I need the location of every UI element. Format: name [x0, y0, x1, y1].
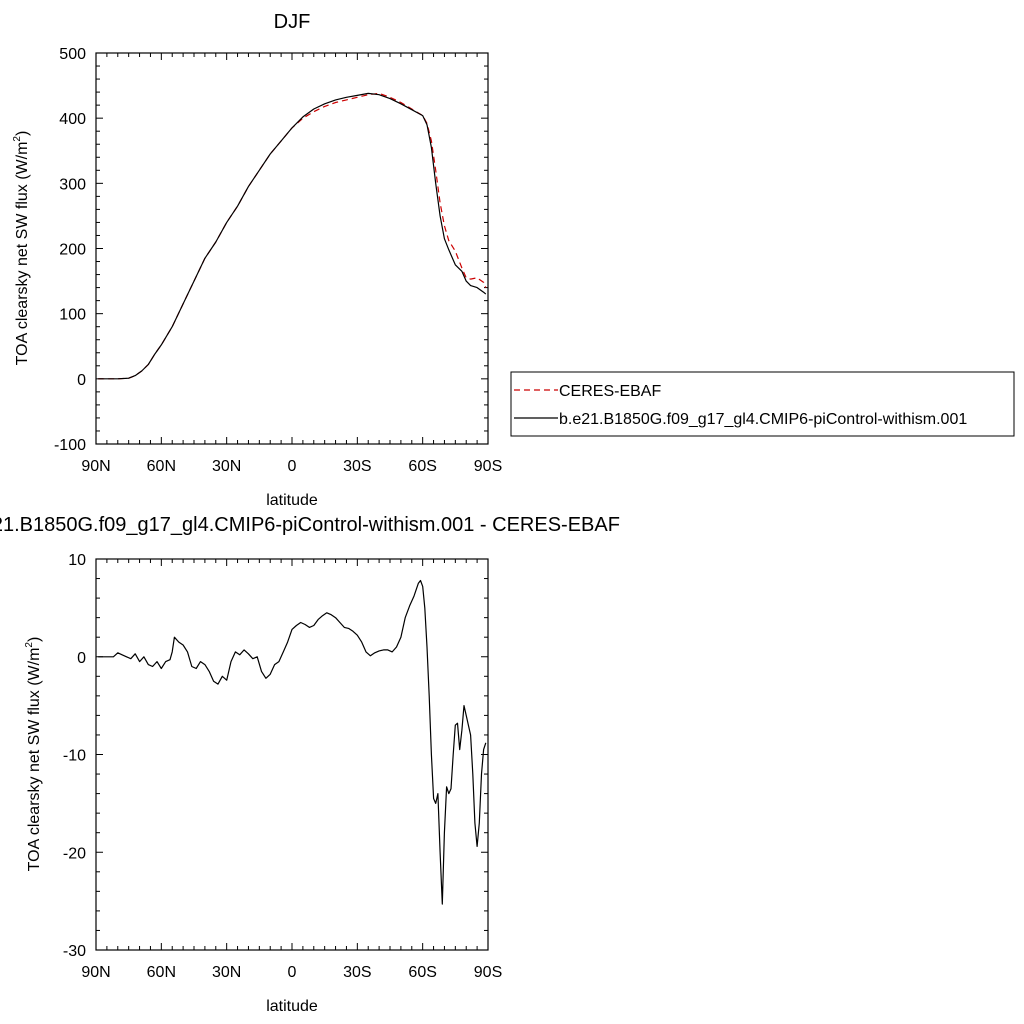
top-series-group: [98, 92, 487, 380]
top-x-tick-label: 90N: [81, 458, 110, 475]
legend-box: [510, 371, 1015, 437]
top-y-tick-label: 100: [59, 307, 86, 324]
bottom-y-label-tail: ): [26, 637, 43, 642]
legend-label-model: b.e21.B1850G.f09_g17_gl4.CMIP6-piControl…: [559, 411, 967, 428]
top-axis-ticks: 90N 60N 30N 0 30S 60S 90S -100 0 100 200 300 400 500: [54, 46, 502, 475]
bottom-y-tick-label: -10: [63, 748, 86, 765]
bottom-y-label-sup: 2: [24, 642, 35, 648]
top-y-tick-label: 400: [59, 111, 86, 128]
top-plot-frame: [95, 52, 489, 445]
top-legend: CERES-EBAF b.e21.B1850G.f09_g17_gl4.CMIP…: [510, 371, 1015, 437]
bottom-x-tick-label: 90N: [81, 964, 110, 981]
bottom-chart-title: b.e21.B1850G.f09_g17_gl4.CMIP6-piControl…: [0, 514, 620, 536]
bottom-series-group: [98, 579, 487, 905]
bottom-x-tick-label: 90S: [474, 964, 502, 981]
bottom-y-tick-label: -20: [63, 845, 86, 862]
bottom-y-tick-label: 0: [77, 650, 86, 667]
bottom-y-label-main: TOA clearsky net SW flux (W/m: [26, 648, 43, 872]
top-x-tick-label: 30S: [343, 458, 371, 475]
top-series-line-0: [98, 92, 487, 380]
top-panel: DJF 90N 60N 30N 0 30S 60S 90S -100 0 100 200 300 400…: [12, 11, 502, 509]
top-x-tick-label: 90S: [474, 458, 502, 475]
top-y-tick-label: 200: [59, 242, 86, 259]
top-x-tick-label: 60S: [408, 458, 436, 475]
top-y-tick-label: 0: [77, 372, 86, 389]
bottom-x-tick-label: 0: [288, 964, 297, 981]
top-x-tick-label: 0: [288, 458, 297, 475]
bottom-x-tick-label: 30N: [212, 964, 241, 981]
top-y-axis-label: TOA clearsky net SW flux (W/m2): [12, 131, 31, 366]
top-y-tick-label: 500: [59, 46, 86, 63]
top-y-label-main: TOA clearsky net SW flux (W/m: [14, 142, 31, 366]
top-x-axis-label: latitude: [266, 492, 318, 509]
bottom-panel: b.e21.B1850G.f09_g17_gl4.CMIP6-piControl…: [0, 514, 620, 1015]
bottom-x-tick-label: 30S: [343, 964, 371, 981]
bottom-x-tick-label: 60S: [408, 964, 436, 981]
bottom-x-tick-label: 60N: [147, 964, 176, 981]
top-x-tick-label: 60N: [147, 458, 176, 475]
top-y-label-sup: 2: [12, 136, 23, 142]
top-x-tick-label: 30N: [212, 458, 241, 475]
top-y-tick-label: -100: [54, 437, 86, 454]
bottom-series-line-0: [98, 579, 487, 905]
top-series-line-1: [98, 92, 487, 380]
legend-label-ceres: CERES-EBAF: [559, 383, 661, 400]
top-chart-title: DJF: [274, 11, 311, 33]
bottom-x-axis-label: latitude: [266, 998, 318, 1015]
bottom-y-axis-label: TOA clearsky net SW flux (W/m2): [24, 637, 43, 872]
bottom-axis-ticks: 90N 60N 30N 0 30S 60S 90S -30 -20 -10 0 10: [63, 552, 502, 981]
bottom-plot-frame: [95, 558, 489, 951]
bottom-y-tick-label: -30: [63, 943, 86, 960]
top-y-tick-label: 300: [59, 176, 86, 193]
top-y-label-tail: ): [14, 131, 31, 136]
bottom-y-tick-label: 10: [68, 552, 86, 569]
